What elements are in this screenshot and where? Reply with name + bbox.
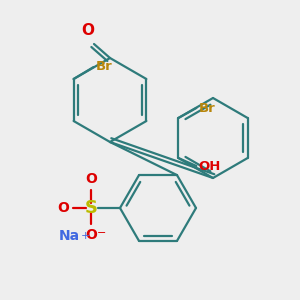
Text: O: O: [85, 228, 97, 242]
Text: S: S: [85, 199, 98, 217]
Text: O: O: [82, 23, 94, 38]
Text: Br: Br: [198, 101, 215, 115]
Text: Na: Na: [58, 229, 80, 243]
Text: O: O: [85, 172, 97, 186]
Text: O: O: [57, 201, 69, 215]
Text: −: −: [97, 228, 106, 238]
Text: Br: Br: [96, 61, 112, 74]
Text: OH: OH: [198, 160, 221, 172]
Text: +: +: [81, 231, 90, 241]
